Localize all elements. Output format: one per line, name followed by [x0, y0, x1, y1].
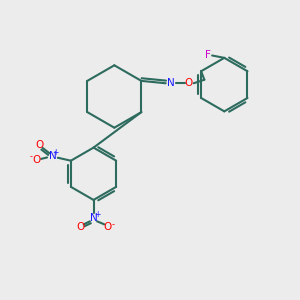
Text: O: O — [35, 140, 43, 150]
Text: +: + — [94, 210, 101, 219]
Text: F: F — [205, 50, 211, 61]
Text: -: - — [112, 220, 115, 229]
Text: O: O — [32, 155, 40, 165]
Text: N: N — [90, 213, 98, 224]
Text: O: O — [76, 222, 84, 232]
Text: O: O — [185, 78, 193, 88]
Text: N: N — [167, 78, 175, 88]
Text: O: O — [104, 222, 112, 232]
Text: N: N — [49, 151, 56, 161]
Text: -: - — [29, 152, 32, 161]
Text: +: + — [52, 148, 59, 157]
